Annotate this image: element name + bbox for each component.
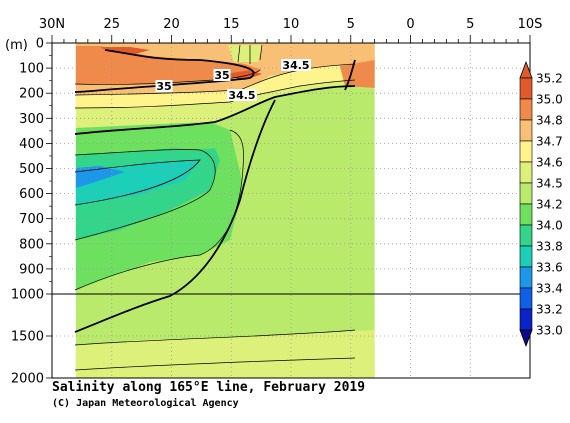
contour-thin-8 — [74, 357, 356, 371]
colorbar-level-label: 34.8 — [536, 114, 563, 128]
colorbar-level-label: 34.5 — [536, 177, 563, 191]
colorbar-level-label: 34.6 — [536, 156, 563, 170]
contour-thin-4 — [74, 149, 216, 241]
contour-34.5-upper — [74, 85, 356, 135]
y-tick-label: 300 — [19, 112, 44, 127]
contour-thin-north — [237, 44, 263, 64]
colorbar-level-label: 33.0 — [536, 324, 563, 338]
band-33.4-33.6 — [75, 166, 125, 188]
y-tick-label: 100 — [19, 62, 44, 77]
contour-35-west — [74, 49, 255, 93]
contour-34.5-lower — [74, 99, 276, 333]
contour-layer: 35 35 34.5 34.5 — [74, 44, 356, 371]
x-tick-label: 5 — [347, 17, 355, 32]
chart-title: Salinity along 165°E line, February 2019 — [52, 380, 366, 395]
y-tick-label: 900 — [19, 262, 44, 277]
y-tick-label: 600 — [19, 187, 44, 202]
y-tick-label: 2000 — [11, 372, 44, 387]
colorbar-swatch — [519, 140, 533, 163]
y-tick-label: 1500 — [11, 330, 44, 345]
contour-label: 35 — [214, 69, 229, 82]
colorbar-level-label: 34.7 — [536, 135, 563, 149]
colorbar-swatch — [519, 182, 533, 205]
colorbar-swatch — [519, 203, 533, 226]
colorbar-swatch — [519, 98, 533, 121]
contour-35-east — [344, 59, 356, 91]
contour-thin-6 — [74, 129, 244, 291]
colorbar-bottom-arrow — [519, 329, 533, 348]
colorbar-swatch — [519, 287, 533, 310]
y-tick-label: 800 — [19, 237, 44, 252]
contour-label-bg — [227, 89, 257, 101]
y-tick-label: 500 — [19, 162, 44, 177]
colorbar-level-label: 35.0 — [536, 93, 563, 107]
contour-thin-2 — [74, 63, 356, 96]
axis-layer: 30N 25 20 15 10 5 0 5 10S 0 100 200 300 400 500 600 700 8… — [5, 17, 542, 387]
colorbar: 35.2 35.0 34.8 34.7 34.6 34.5 34.2 34.0 33.8 33.6… — [519, 60, 563, 348]
colorbar-level-label: 34.2 — [536, 198, 563, 212]
y-tick-label: 0 — [36, 37, 44, 52]
contour-thin-7 — [74, 329, 356, 346]
colorbar-swatch — [519, 119, 533, 142]
colorbar-level-label: 33.6 — [536, 261, 563, 275]
contour-thin-1 — [74, 69, 261, 85]
x-tick-label: 10S — [518, 17, 543, 32]
x-tick-label: 15 — [223, 17, 240, 32]
x-tick-label: 5 — [466, 17, 474, 32]
contour-label-bg — [213, 69, 231, 81]
colorbar-swatch — [519, 161, 533, 184]
x-tick-label: 10 — [283, 17, 300, 32]
colorbar-level-label: 33.8 — [536, 240, 563, 254]
contour-label: 35 — [156, 80, 171, 93]
colorbar-level-label: 33.4 — [536, 282, 563, 296]
colorbar-swatch — [519, 224, 533, 247]
x-tick-label: 25 — [103, 17, 120, 32]
chart-credit: (C) Japan Meteorological Agency — [52, 398, 239, 409]
band-above-35.2 — [100, 47, 150, 54]
x-tick-label: 30N — [39, 17, 65, 32]
colorbar-swatch — [519, 308, 533, 331]
y-unit-label: (m) — [5, 38, 28, 53]
y-tick-label: 400 — [19, 137, 44, 152]
grid-layer — [52, 43, 530, 378]
y-tick-label: 700 — [19, 212, 44, 227]
colorbar-swatch — [519, 245, 533, 268]
x-tick-label: 0 — [406, 17, 414, 32]
colorbar-level-label: 35.2 — [536, 72, 563, 86]
band-34.6-34.7-north — [228, 45, 262, 62]
x-tick-label: 20 — [163, 17, 180, 32]
colorbar-level-label: 33.2 — [536, 303, 563, 317]
contour-label: 34.5 — [282, 59, 309, 72]
contour-thin-5 — [74, 159, 201, 206]
contour-label-bg — [281, 59, 311, 71]
colorbar-swatch — [519, 266, 533, 289]
contour-label: 34.5 — [228, 89, 255, 102]
y-tick-label: 1000 — [11, 288, 44, 303]
colorbar-swatch — [519, 77, 533, 100]
colorbar-level-label: 34.0 — [536, 219, 563, 233]
y-tick-label: 200 — [19, 87, 44, 102]
contour-label-bg — [155, 80, 173, 92]
